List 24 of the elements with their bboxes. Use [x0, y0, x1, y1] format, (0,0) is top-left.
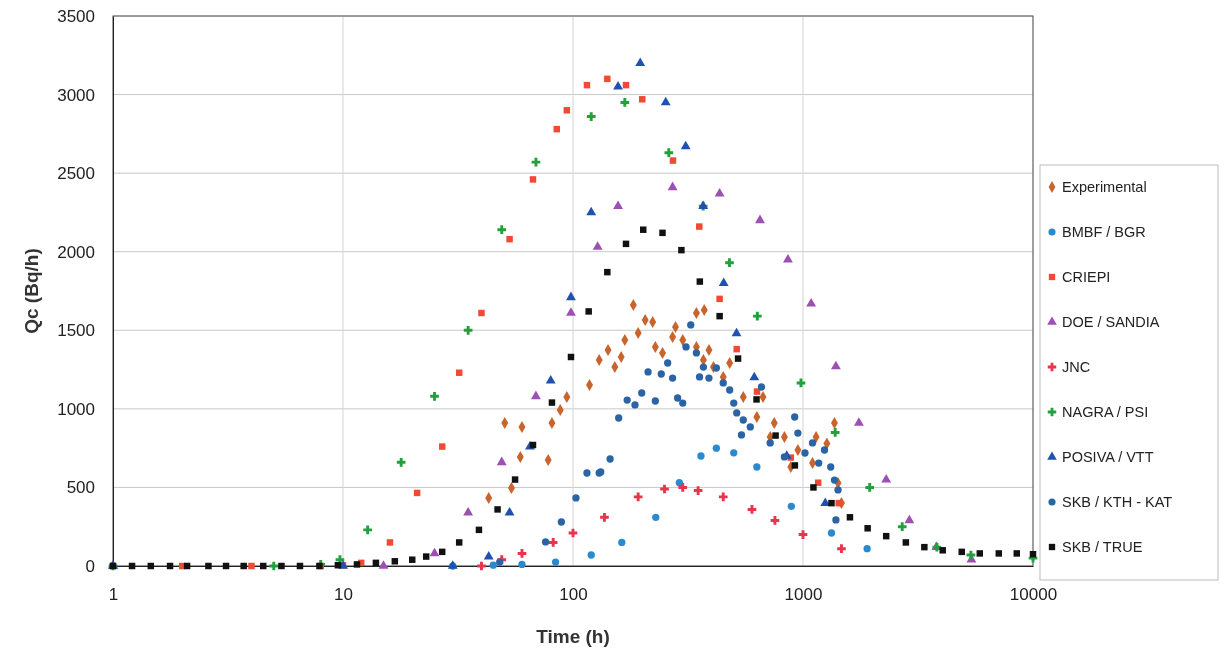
legend-label: NAGRA / PSI: [1062, 404, 1149, 420]
x-axis-title: Time (h): [536, 626, 610, 647]
y-axis-title: Qc (Bq/h): [21, 248, 42, 334]
y-tick-label: 3000: [57, 85, 95, 105]
legend-label: SKB / KTH - KAT: [1062, 494, 1173, 510]
y-tick-label: 500: [66, 478, 95, 498]
legend-label: BMBF / BGR: [1062, 224, 1146, 240]
y-tick-label: 3500: [57, 6, 95, 26]
legend-label: SKB / TRUE: [1062, 539, 1143, 555]
y-tick-label: 0: [85, 556, 95, 576]
y-tick-label: 2000: [57, 242, 95, 262]
x-tick-label: 100: [559, 585, 588, 605]
x-tick-label: 1000: [784, 585, 823, 605]
legend-label: JNC: [1062, 359, 1091, 375]
legend-label: Experimental: [1062, 179, 1147, 195]
x-tick-label: 10000: [1009, 585, 1058, 605]
x-tick-label: 10: [334, 585, 353, 605]
legend-label: POSIVA / VTT: [1062, 449, 1154, 465]
y-tick-label: 1500: [57, 321, 95, 341]
y-tick-label: 1000: [57, 399, 95, 419]
legend-label: DOE / SANDIA: [1062, 314, 1160, 330]
legend-label: CRIEPI: [1062, 269, 1111, 285]
x-tick-label: 1: [108, 585, 119, 605]
y-tick-label: 2500: [57, 164, 95, 184]
